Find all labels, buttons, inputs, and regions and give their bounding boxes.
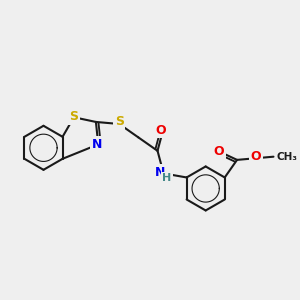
Text: S: S xyxy=(69,110,78,123)
Text: O: O xyxy=(250,150,261,164)
Text: N: N xyxy=(92,138,102,151)
Text: O: O xyxy=(213,145,224,158)
Text: S: S xyxy=(115,115,124,128)
Text: O: O xyxy=(155,124,166,137)
Text: CH₃: CH₃ xyxy=(277,152,298,162)
Text: N: N xyxy=(155,166,166,178)
Text: H: H xyxy=(162,173,172,183)
